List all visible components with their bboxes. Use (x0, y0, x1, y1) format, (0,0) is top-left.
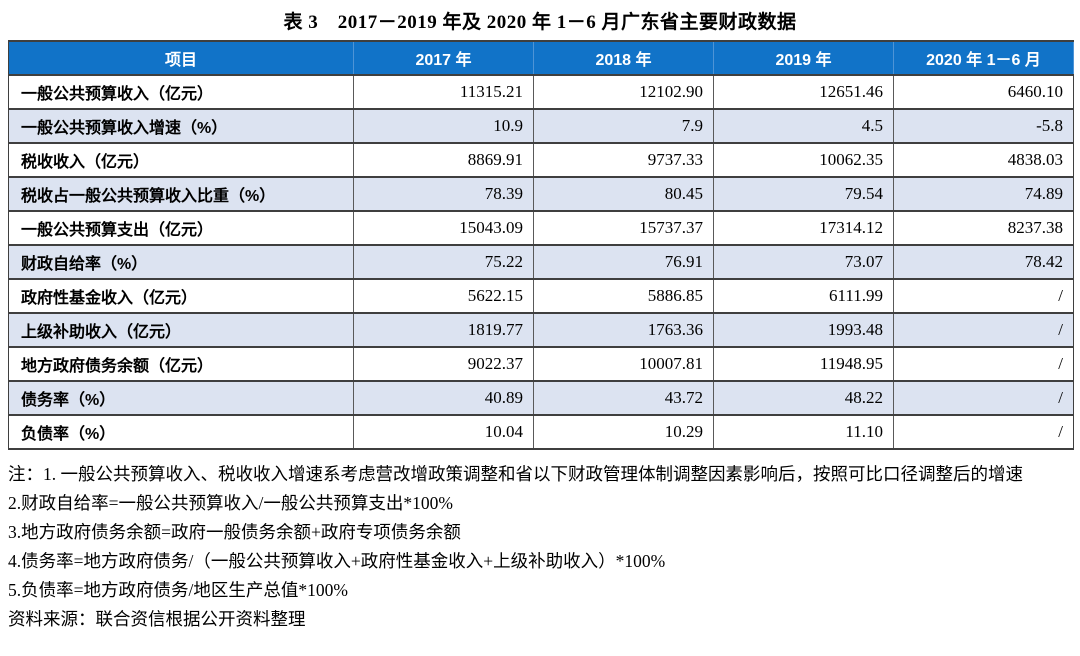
table-row: 上级补助收入（亿元） 1819.77 1763.36 1993.48 / (8, 313, 1074, 347)
row-label: 一般公共预算收入增速（%） (8, 109, 354, 143)
cell-value: 78.39 (353, 177, 534, 211)
cell-value: 6111.99 (713, 279, 894, 313)
table-row: 债务率（%） 40.89 43.72 48.22 / (8, 381, 1074, 415)
row-label: 债务率（%） (8, 381, 354, 415)
table-notes: 注：1. 一般公共预算收入、税收收入增速系考虑营改增政策调整和省以下财政管理体制… (8, 460, 1074, 634)
row-label: 上级补助收入（亿元） (8, 313, 354, 347)
row-label: 一般公共预算支出（亿元） (8, 211, 354, 245)
cell-value: 73.07 (713, 245, 894, 279)
cell-value: 12651.46 (713, 75, 894, 109)
cell-value: 78.42 (1024, 252, 1063, 271)
note-line-5: 5.负债率=地方政府债务/地区生产总值*100% (8, 580, 348, 600)
cell-value: 80.45 (533, 177, 714, 211)
row-label: 税收占一般公共预算收入比重（%） (8, 177, 354, 211)
cell-value: 10007.81 (533, 347, 714, 381)
cell-value: 7.9 (533, 109, 714, 143)
table-row: 税收收入（亿元） 8869.91 9737.33 10062.35 4838.0… (8, 143, 1074, 177)
cell-value: 75.22 (353, 245, 534, 279)
cell-value: 48.22 (713, 381, 894, 415)
table-title: 表 3 2017－2019 年及 2020 年 1－6 月广东省主要财政数据 (283, 12, 797, 33)
cell-value: 9022.37 (353, 347, 534, 381)
header-cell-2020h1: 2020 年 1－6 月 (893, 41, 1074, 76)
table-header-row: 项目 2017 年 2018 年 2019 年 2020 年 1－6 月 (8, 41, 1074, 76)
row-label: 负债率（%） (8, 415, 354, 449)
header-cell-2018: 2018 年 (533, 41, 714, 76)
cell-value: 43.72 (533, 381, 714, 415)
cell-value: / (1058, 320, 1063, 339)
cell-value: 9737.33 (533, 143, 714, 177)
table-row: 负债率（%） 10.04 10.29 11.10 / (8, 415, 1074, 449)
cell-value: -5.8 (1036, 116, 1063, 135)
row-label: 一般公共预算收入（亿元） (8, 75, 354, 109)
cell-value: 10.9 (353, 109, 534, 143)
cell-value: 6460.10 (1007, 82, 1063, 101)
cell-value: 10.04 (353, 415, 534, 449)
cell-value: 8237.38 (1007, 218, 1063, 237)
table-row: 财政自给率（%） 75.22 76.91 73.07 78.42 (8, 245, 1074, 279)
cell-value: 4.5 (713, 109, 894, 143)
cell-value: 10.29 (533, 415, 714, 449)
cell-value: 5886.85 (533, 279, 714, 313)
row-label: 政府性基金收入（亿元） (8, 279, 354, 313)
table-row: 一般公共预算收入（亿元） 11315.21 12102.90 12651.46 … (8, 75, 1074, 109)
cell-value: 1763.36 (533, 313, 714, 347)
cell-value: / (1058, 422, 1063, 441)
cell-value: / (1058, 388, 1063, 407)
row-label: 地方政府债务余额（亿元） (8, 347, 354, 381)
header-cell-2017: 2017 年 (353, 41, 534, 76)
cell-value: / (1058, 354, 1063, 373)
note-line-3: 3.地方政府债务余额=政府一般债务余额+政府专项债务余额 (8, 522, 461, 542)
table-row: 地方政府债务余额（亿元） 9022.37 10007.81 11948.95 / (8, 347, 1074, 381)
cell-value: 76.91 (533, 245, 714, 279)
cell-value: 5622.15 (353, 279, 534, 313)
row-label: 财政自给率（%） (8, 245, 354, 279)
header-cell-2019: 2019 年 (713, 41, 894, 76)
fiscal-data-table: 项目 2017 年 2018 年 2019 年 2020 年 1－6 月 一般公… (8, 40, 1074, 450)
cell-value: 15737.37 (533, 211, 714, 245)
cell-value: 1993.48 (713, 313, 894, 347)
cell-value: 11948.95 (713, 347, 894, 381)
cell-value: / (1058, 286, 1063, 305)
header-cell-item: 项目 (8, 41, 354, 76)
table-row: 税收占一般公共预算收入比重（%） 78.39 80.45 79.54 74.89 (8, 177, 1074, 211)
note-line-1: 注：1. 一般公共预算收入、税收收入增速系考虑营改增政策调整和省以下财政管理体制… (8, 464, 1023, 484)
table-row: 政府性基金收入（亿元） 5622.15 5886.85 6111.99 / (8, 279, 1074, 313)
cell-value: 15043.09 (353, 211, 534, 245)
cell-value: 11315.21 (353, 75, 534, 109)
note-line-4: 4.债务率=地方政府债务/（一般公共预算收入+政府性基金收入+上级补助收入）*1… (8, 551, 666, 571)
table-row: 一般公共预算支出（亿元） 15043.09 15737.37 17314.12 … (8, 211, 1074, 245)
cell-value: 10062.35 (713, 143, 894, 177)
cell-value: 11.10 (713, 415, 894, 449)
cell-value: 74.89 (1024, 184, 1063, 203)
cell-value: 1819.77 (353, 313, 534, 347)
note-line-2: 2.财政自给率=一般公共预算收入/一般公共预算支出*100% (8, 493, 453, 513)
cell-value: 4838.03 (1007, 150, 1063, 169)
cell-value: 8869.91 (353, 143, 534, 177)
cell-value: 40.89 (353, 381, 534, 415)
cell-value: 17314.12 (713, 211, 894, 245)
cell-value: 12102.90 (533, 75, 714, 109)
source-line: 资料来源：联合资信根据公开资料整理 (8, 609, 306, 629)
cell-value: 79.54 (713, 177, 894, 211)
table-row: 一般公共预算收入增速（%） 10.9 7.9 4.5 -5.8 (8, 109, 1074, 143)
row-label: 税收收入（亿元） (8, 143, 354, 177)
